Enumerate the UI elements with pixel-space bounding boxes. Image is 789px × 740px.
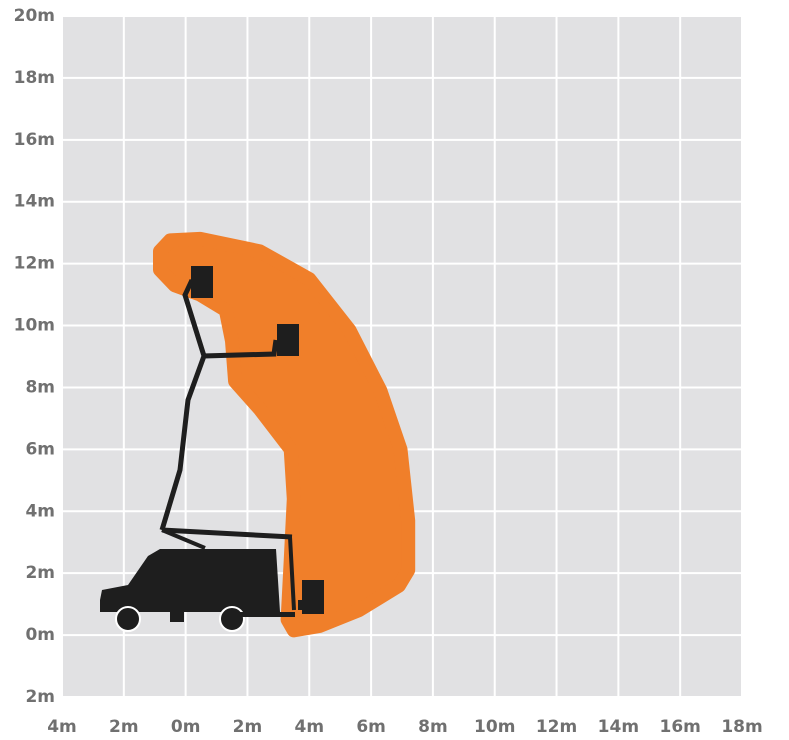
y-tick-label: 4m [25,501,55,521]
y-tick-label: 2m [25,563,55,583]
x-tick-label: 4m [47,717,77,737]
y-tick-label: 10m [14,316,55,336]
x-tick-label: 14m [598,717,639,737]
x-tick-label: 2m [233,717,263,737]
x-tick-label: 4m [294,717,324,737]
plot [61,15,743,698]
y-tick-label: 14m [14,192,55,212]
x-tick-label: 12m [536,717,577,737]
y-tick-label: 12m [14,254,55,274]
x-tick-label: 6m [356,717,386,737]
y-tick-label: 20m [14,6,55,26]
y-tick-label: 0m [25,625,55,645]
working-envelope [153,231,416,638]
y-tick-label: 2m [25,687,55,707]
x-tick-label: 2m [109,717,139,737]
truck-illustration [100,266,324,632]
x-tick-label: 0m [171,717,201,737]
x-tick-label: 8m [418,717,448,737]
x-tick-label: 18m [721,717,762,737]
y-tick-label: 16m [14,130,55,150]
y-tick-label: 6m [25,439,55,459]
x-tick-label: 16m [659,717,700,737]
y-tick-label: 8m [25,377,55,397]
x-tick-label: 10m [474,717,515,737]
y-tick-label: 18m [14,68,55,88]
